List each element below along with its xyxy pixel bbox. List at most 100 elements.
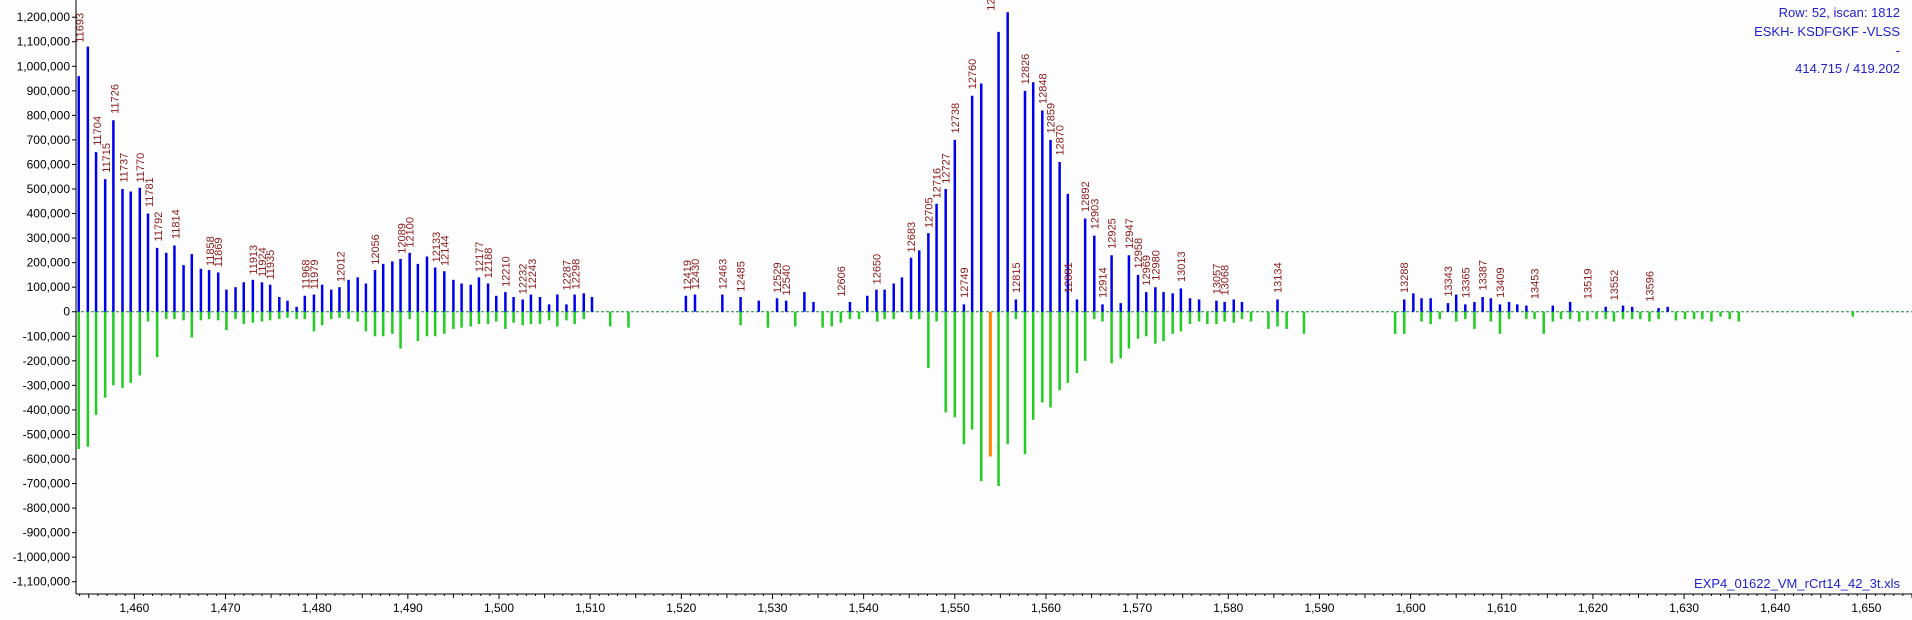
- y-tick-label: -700,000: [23, 477, 71, 491]
- peak-label: 13596: [1644, 271, 1656, 302]
- peak-label: 12716: [932, 168, 944, 199]
- x-tick-label: 1,630: [1669, 601, 1699, 615]
- peak-label: 11781: [144, 177, 156, 207]
- peak-label: 11869: [213, 237, 225, 267]
- x-tick-label: 1,550: [940, 601, 970, 615]
- peak-label: 11737: [118, 153, 130, 183]
- peak-label: 12485: [736, 261, 748, 292]
- y-tick-label: 0: [63, 305, 70, 319]
- peak-label: 12287: [561, 260, 573, 291]
- peak-label: 12529: [772, 262, 784, 293]
- peak-label: 12727: [941, 153, 953, 184]
- peak-label: 11968: [301, 260, 313, 290]
- lower-series: [77, 311, 1854, 486]
- upper-series: [77, 12, 1669, 312]
- peak-label: 12463: [717, 259, 729, 290]
- info-dash: -: [1896, 43, 1900, 58]
- peak-label: 11814: [170, 209, 182, 239]
- y-tick-label: 1,100,000: [17, 35, 71, 49]
- peak-label: 11979: [309, 260, 321, 290]
- x-tick-label: 1,650: [1851, 601, 1881, 615]
- peak-label: 12298: [571, 259, 583, 290]
- x-tick-label: 1,590: [1304, 601, 1334, 615]
- peak-label: 12705: [923, 197, 935, 228]
- y-tick-label: -900,000: [23, 526, 71, 540]
- y-tick-label: -1,100,000: [13, 575, 71, 589]
- peak-label: 13552: [1609, 270, 1621, 301]
- y-tick-label: -500,000: [23, 427, 71, 441]
- peak-label: 11693: [75, 13, 87, 43]
- info-sequence: ESKH- KSDFGKF -VLSS: [1754, 24, 1900, 39]
- peak-label: 13365: [1460, 267, 1472, 298]
- x-tick-label: 1,570: [1122, 601, 1152, 615]
- y-tick-label: -600,000: [23, 452, 71, 466]
- peak-label: 12826: [1020, 54, 1032, 85]
- peak-label: 12177: [474, 242, 486, 273]
- x-tick-label: 1,510: [575, 601, 605, 615]
- y-tick-label: 800,000: [27, 108, 71, 122]
- peak-label: 12243: [527, 259, 539, 290]
- peak-label: 12056: [370, 234, 382, 265]
- peak-label: 12144: [439, 235, 451, 266]
- peak-label: 11715: [101, 143, 113, 173]
- y-tick-label: -100,000: [23, 329, 71, 343]
- peak-label: 12914: [1097, 267, 1109, 298]
- peak-label: 13453: [1530, 269, 1542, 300]
- x-tick-label: 1,620: [1578, 601, 1608, 615]
- peak-label: 12859: [1046, 103, 1058, 134]
- peak-label: 12430: [690, 259, 702, 290]
- y-tick-label: 300,000: [27, 231, 71, 245]
- peak-label: 13288: [1399, 262, 1411, 293]
- peak-label: 12650: [871, 254, 883, 285]
- y-tick-label: -300,000: [23, 378, 71, 392]
- peak-label: 12870: [1055, 125, 1067, 156]
- y-tick-label: 1,200,000: [17, 10, 71, 24]
- peak-label: 12793: [985, 0, 997, 11]
- x-tick-label: 1,460: [119, 601, 149, 615]
- y-tick-label: 700,000: [27, 133, 71, 147]
- peak-label: 11924: [257, 247, 269, 277]
- x-tick-label: 1,500: [484, 601, 514, 615]
- y-axis: 1,200,000 1,100,000 1,000,000 900,000 800,00…: [13, 10, 76, 589]
- x-tick-label: 1,470: [210, 601, 240, 615]
- x-tick-label: 1,600: [1396, 601, 1426, 615]
- x-tick-label: 1,640: [1760, 601, 1790, 615]
- peak-label: 12100: [405, 217, 417, 248]
- y-tick-label: 900,000: [27, 84, 71, 98]
- peak-label: 12892: [1080, 181, 1092, 212]
- x-tick-label: 1,540: [849, 601, 879, 615]
- peak-label: 13409: [1495, 267, 1507, 298]
- peak-label: 13134: [1273, 262, 1285, 293]
- x-tick-label: 1,580: [1213, 601, 1243, 615]
- peak-label: 11792: [153, 212, 165, 242]
- peak-label: 11770: [135, 153, 147, 183]
- info-row-iscan: Row: 52, iscan: 1812: [1779, 5, 1900, 20]
- peak-label: 12540: [781, 265, 793, 296]
- peak-label: 11913: [248, 245, 260, 275]
- peak-label: 12903: [1089, 199, 1101, 230]
- peak-label: 12925: [1107, 218, 1119, 249]
- x-tick-label: 1,530: [757, 601, 787, 615]
- peak-label: 12232: [518, 264, 530, 295]
- peak-label: 12760: [967, 59, 979, 90]
- peak-label: 12210: [500, 256, 512, 287]
- peak-label: 12738: [950, 103, 962, 134]
- x-tick-label: 1,520: [666, 601, 696, 615]
- y-tick-label: -200,000: [23, 354, 71, 368]
- y-tick-label: -1,000,000: [13, 550, 71, 564]
- peak-label: 12683: [906, 222, 918, 253]
- peak-label: 11858: [205, 236, 217, 266]
- peak-label: 12969: [1141, 255, 1153, 286]
- peak-label: 11726: [109, 84, 121, 114]
- x-tick-label: 1,610: [1487, 601, 1517, 615]
- y-tick-label: 200,000: [27, 256, 71, 270]
- peak-label: 11704: [92, 116, 104, 146]
- info-mz: 414.715 / 419.202: [1795, 61, 1900, 76]
- peak-label: 12133: [431, 232, 443, 263]
- peak-label: 12188: [483, 248, 495, 279]
- peak-label: 12848: [1037, 73, 1049, 104]
- x-tick-label: 1,480: [302, 601, 332, 615]
- x-tick-label: 1,560: [1031, 601, 1061, 615]
